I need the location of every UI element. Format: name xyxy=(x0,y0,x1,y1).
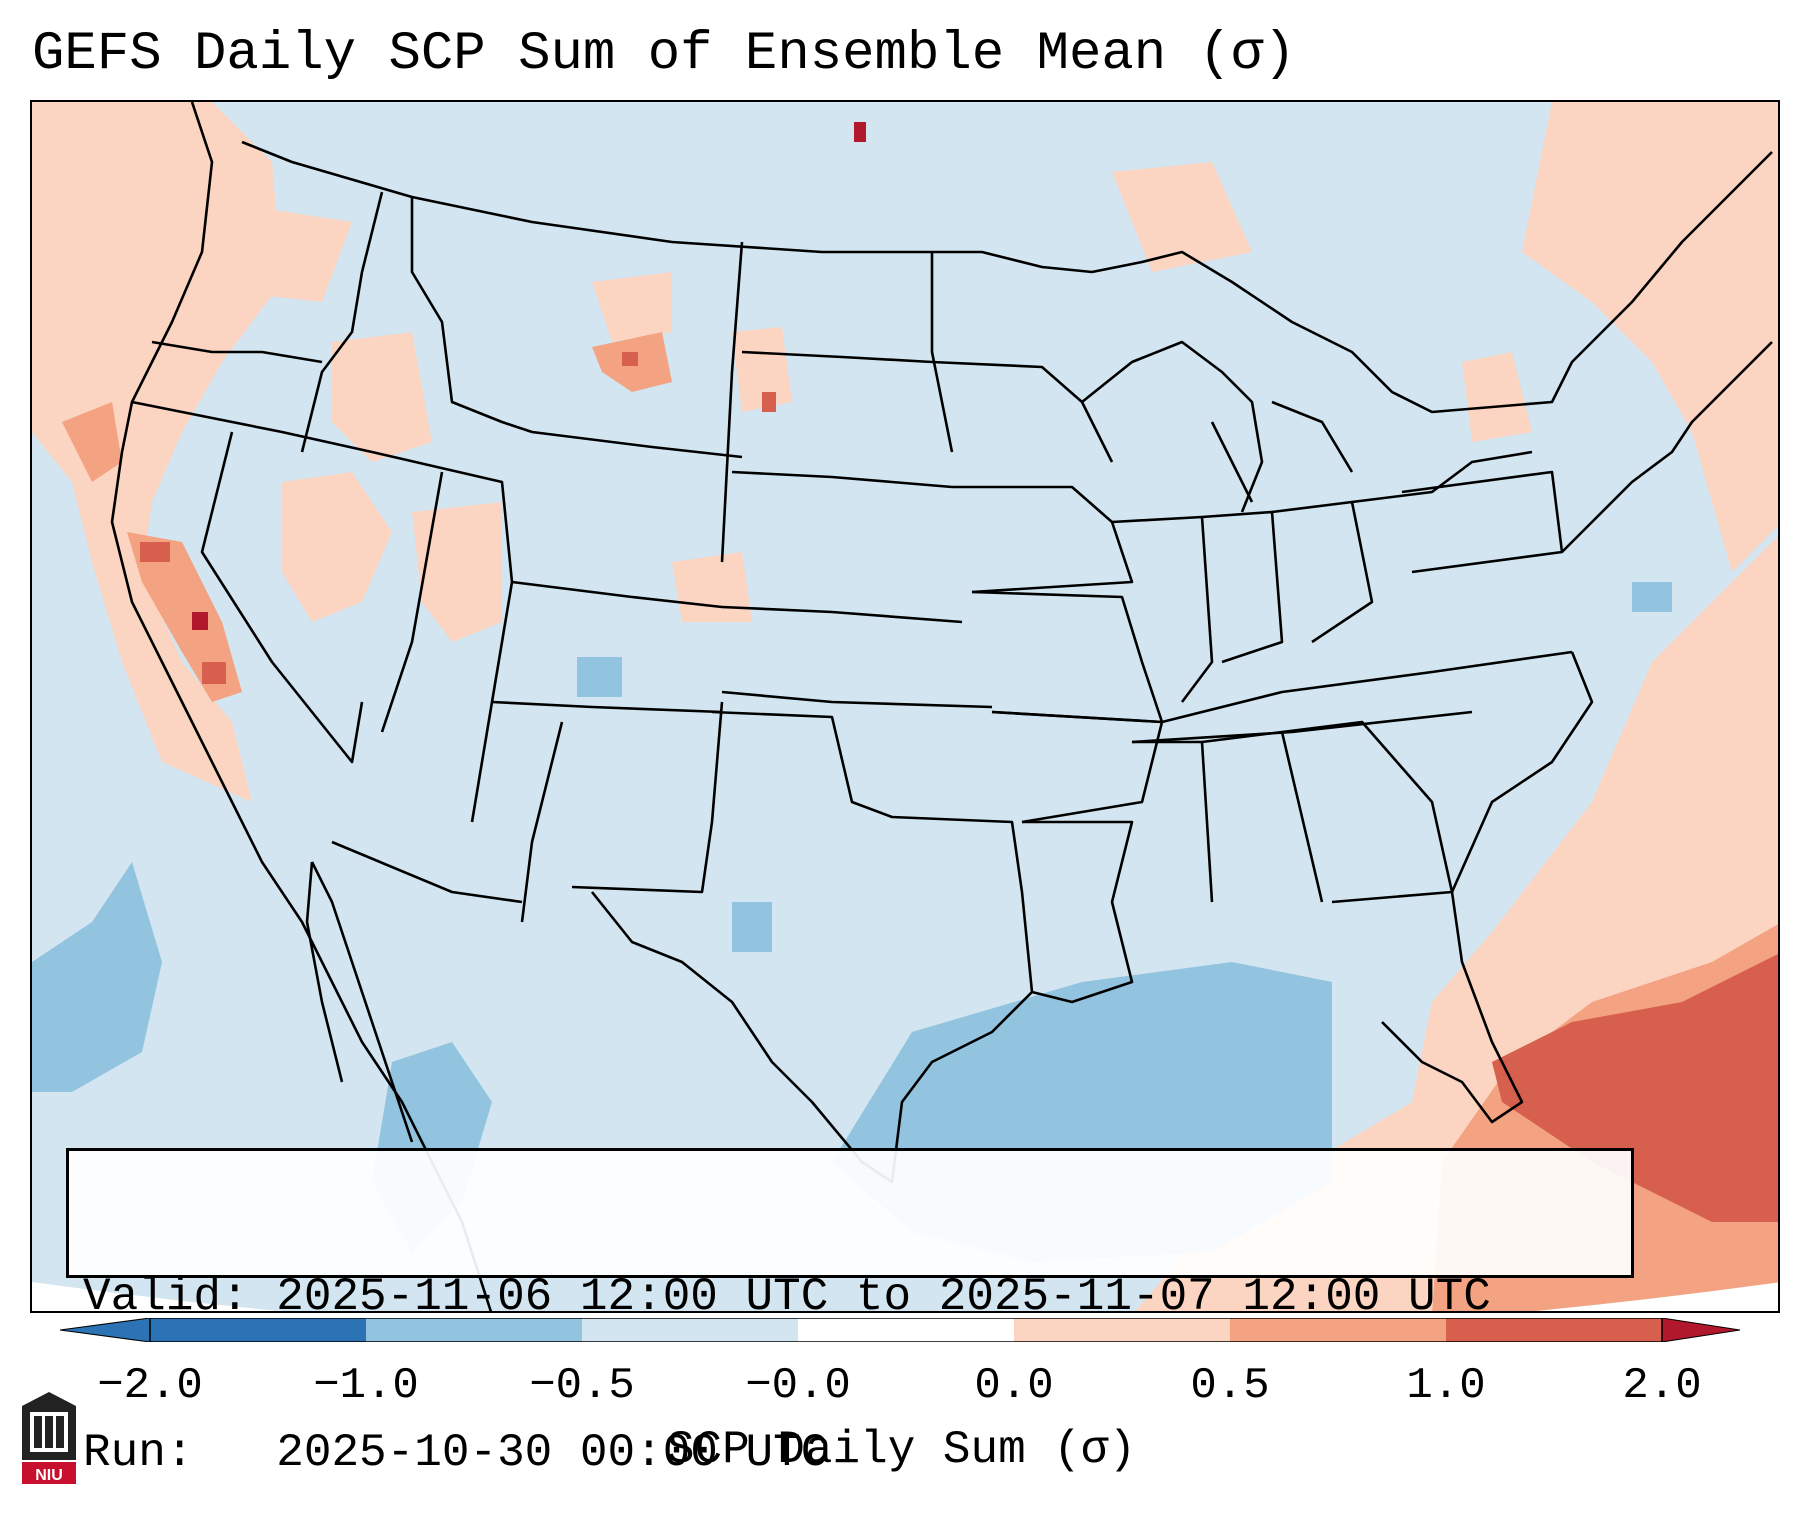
svg-text:NIU: NIU xyxy=(35,1467,63,1484)
california-strong-cell xyxy=(202,662,226,684)
utah-west-border xyxy=(380,471,444,733)
great-basin-positive-area xyxy=(282,472,392,622)
montana-positive-area xyxy=(592,272,672,342)
wyoming-east-border xyxy=(720,241,744,563)
colorbar-outline xyxy=(149,1318,1663,1342)
oregon-positive-area xyxy=(62,402,122,482)
map-canvas xyxy=(32,102,1778,1311)
georgia-border xyxy=(1281,720,1454,904)
colorado-negative-cell xyxy=(577,657,622,697)
montana-south-border xyxy=(531,430,743,459)
atlantic-negative-cell xyxy=(1632,582,1672,612)
colorbar-tick-label: 2.0 xyxy=(1622,1361,1702,1411)
wyoming-south-border xyxy=(511,580,723,609)
valid-run-info-box: Valid: 2025-11-06 12:00 UTC to 2025-11-0… xyxy=(66,1148,1634,1479)
ontario-positive-area xyxy=(1462,352,1532,442)
east-coastline xyxy=(1381,651,1594,1124)
colorbar-label: SCP Daily Sum (σ) xyxy=(666,1424,1137,1476)
colorbar-ticks: −2.0 −1.0 −0.5 −0.0 0.0 0.5 1.0 2.0 xyxy=(0,1360,1803,1420)
south-dakota-strong-cell xyxy=(762,392,776,412)
colorbar-segment xyxy=(1446,1318,1662,1342)
great-basin-positive-area xyxy=(412,502,502,642)
illinois-border xyxy=(1111,515,1214,703)
sd-ne-border xyxy=(731,470,953,489)
colorbar-tick-label: 0.0 xyxy=(974,1361,1054,1411)
baja-coastline xyxy=(305,861,414,1143)
utah-wyoming xyxy=(371,450,514,583)
pennsylvania-border xyxy=(1401,470,1564,574)
california-moderate-area xyxy=(127,532,242,702)
texas-outline xyxy=(590,710,1034,1184)
nd-east-border xyxy=(930,252,954,453)
mississippi-alabama xyxy=(1132,730,1324,903)
missouri-border xyxy=(971,590,1164,724)
ohio-border xyxy=(1271,500,1374,644)
idaho-montana-border xyxy=(410,197,533,434)
iowa-border xyxy=(952,485,1134,594)
nevada-border xyxy=(200,431,364,764)
colorbar-extend-low xyxy=(60,1318,151,1342)
west-coast-positive-area xyxy=(32,102,282,802)
canada-strong-cell xyxy=(854,122,866,142)
nm-tx-border xyxy=(571,701,724,894)
valid-time-text: Valid: 2025-11-06 12:00 UTC to 2025-11-0… xyxy=(83,1271,1491,1323)
pacific-negative-area xyxy=(32,862,162,1092)
montana-strong-cell xyxy=(622,352,638,366)
great-lakes-outline xyxy=(1081,340,1533,513)
colorbar-tick-label: −0.5 xyxy=(529,1361,635,1411)
indiana-border xyxy=(1201,510,1284,664)
bahamas-strong-area xyxy=(1492,954,1778,1222)
idaho-west-border xyxy=(300,191,384,453)
colorbar xyxy=(60,1318,1740,1342)
state-borders xyxy=(110,102,1773,1311)
arkansas-border xyxy=(991,710,1164,824)
kentucky-tennessee xyxy=(1131,650,1573,744)
colorbar-segment xyxy=(1014,1318,1230,1342)
us-canada-border xyxy=(241,140,1773,414)
colorbar-tick-label: 0.5 xyxy=(1190,1361,1270,1411)
minnesota-border xyxy=(931,360,1114,463)
louisiana-border xyxy=(1022,820,1134,1004)
map-panel[interactable] xyxy=(30,100,1780,1313)
washington-positive-area xyxy=(222,202,352,302)
idaho-positive-area xyxy=(332,332,432,462)
ne-ks-border xyxy=(721,605,963,624)
co-nm-border xyxy=(491,700,723,714)
colorbar-tick-label: 1.0 xyxy=(1406,1361,1486,1411)
colorbar-segment xyxy=(150,1318,366,1342)
colorbar-extend-high xyxy=(1661,1318,1740,1342)
ks-ok-border xyxy=(721,690,993,709)
northeast-coastline xyxy=(1561,341,1773,553)
az-nm-border xyxy=(520,721,564,923)
niu-logo-icon: NIU xyxy=(22,1392,76,1484)
texas-negative-cell xyxy=(732,902,772,952)
colorbar-segment xyxy=(582,1318,798,1342)
colorado-positive-area xyxy=(672,552,752,622)
anomaly-shading xyxy=(32,102,1778,1311)
oregon-south-border xyxy=(131,400,373,454)
colorbar-segment xyxy=(1230,1318,1446,1342)
colorbar-tick-label: −1.0 xyxy=(313,1361,419,1411)
az-mexico-border xyxy=(331,840,523,904)
projection-edge xyxy=(32,1282,1778,1311)
colorbar-tick-label: −2.0 xyxy=(97,1361,203,1411)
colorbar-segment xyxy=(798,1318,1014,1342)
wa-or-border xyxy=(151,340,323,364)
northeast-positive-area xyxy=(1522,102,1778,572)
colorbar-segment xyxy=(366,1318,582,1342)
run-time-text: Run: 2025-10-30 00:00 UTC xyxy=(83,1427,829,1479)
california-strong-cell xyxy=(140,542,170,562)
south-dakota-positive-area xyxy=(732,327,792,412)
california-strong-cell xyxy=(192,612,208,630)
chart-title: GEFS Daily SCP Sum of Ensemble Mean (σ) xyxy=(32,24,1296,85)
quebec-positive-area xyxy=(1112,162,1252,272)
colorbar-tick-label: −0.0 xyxy=(745,1361,851,1411)
nd-sd-border xyxy=(741,350,933,364)
